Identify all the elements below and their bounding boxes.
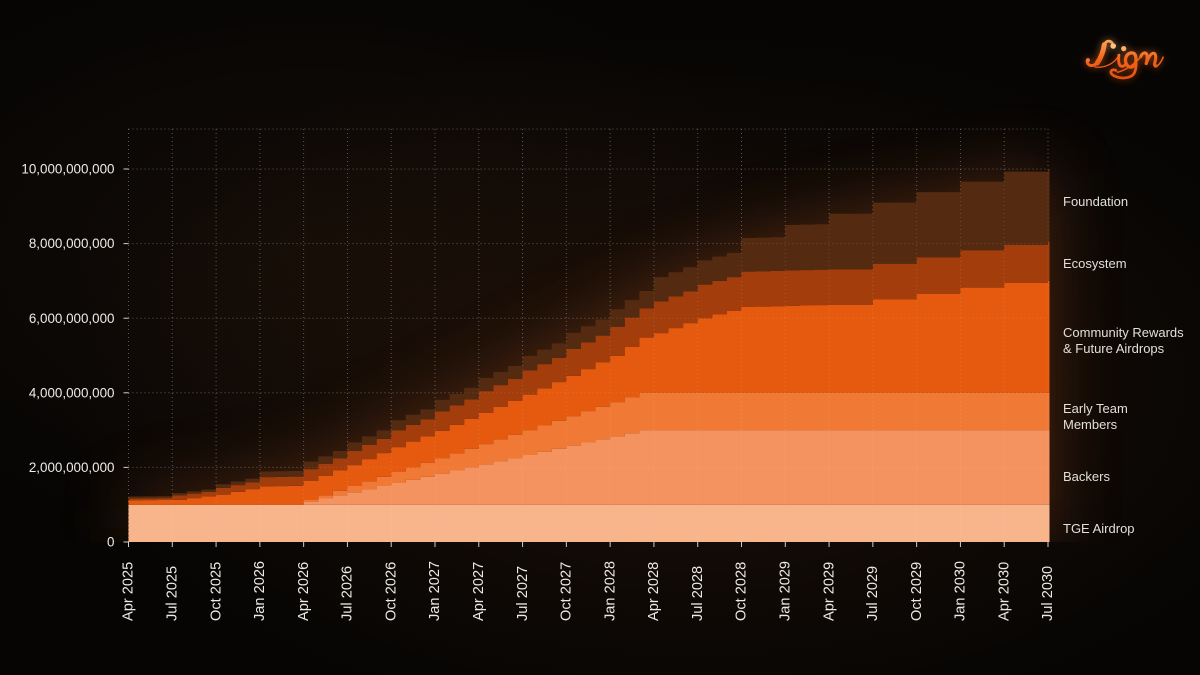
svg-text:2,000,000,000: 2,000,000,000 — [29, 460, 115, 475]
svg-text:Community Rewards: Community Rewards — [1063, 325, 1184, 340]
svg-text:Jan 2027: Jan 2027 — [427, 561, 443, 621]
svg-text:Apr 2028: Apr 2028 — [646, 562, 662, 621]
svg-text:Oct 2026: Oct 2026 — [383, 562, 399, 621]
svg-text:Jan 2026: Jan 2026 — [252, 561, 268, 621]
svg-text:TGE Airdrop: TGE Airdrop — [1063, 521, 1135, 536]
svg-text:Early Team: Early Team — [1063, 401, 1128, 416]
svg-text:4,000,000,000: 4,000,000,000 — [29, 385, 115, 400]
svg-text:Apr 2026: Apr 2026 — [296, 562, 312, 621]
svg-text:Oct 2028: Oct 2028 — [734, 562, 750, 621]
svg-text:6,000,000,000: 6,000,000,000 — [29, 311, 115, 326]
svg-text:Foundation: Foundation — [1063, 194, 1128, 209]
svg-text:Jan 2028: Jan 2028 — [602, 561, 618, 621]
svg-text:8,000,000,000: 8,000,000,000 — [29, 236, 115, 251]
svg-text:Oct 2025: Oct 2025 — [208, 562, 224, 621]
svg-text:Jul 2025: Jul 2025 — [164, 566, 180, 621]
svg-text:Backers: Backers — [1063, 469, 1110, 484]
svg-text:Jul 2027: Jul 2027 — [515, 566, 531, 621]
svg-text:Apr 2030: Apr 2030 — [996, 562, 1012, 621]
svg-text:Members: Members — [1063, 417, 1118, 432]
svg-text:Apr 2025: Apr 2025 — [121, 562, 137, 621]
svg-text:10,000,000,000: 10,000,000,000 — [21, 162, 114, 177]
svg-text:Jul 2030: Jul 2030 — [1040, 566, 1056, 621]
svg-text:Jul 2029: Jul 2029 — [865, 566, 881, 621]
svg-text:Apr 2027: Apr 2027 — [471, 562, 487, 621]
svg-text:Oct 2027: Oct 2027 — [559, 562, 575, 621]
svg-text:0: 0 — [107, 535, 114, 550]
svg-text:Oct 2029: Oct 2029 — [909, 562, 925, 621]
svg-text:Jul 2028: Jul 2028 — [690, 566, 706, 621]
svg-text:Apr 2029: Apr 2029 — [821, 562, 837, 621]
svg-text:Jul 2026: Jul 2026 — [340, 566, 356, 621]
svg-text:Jan 2029: Jan 2029 — [777, 561, 793, 621]
svg-text:Jan 2030: Jan 2030 — [953, 561, 969, 621]
svg-text:& Future Airdrops: & Future Airdrops — [1063, 341, 1165, 356]
svg-text:Ecosystem: Ecosystem — [1063, 256, 1127, 271]
